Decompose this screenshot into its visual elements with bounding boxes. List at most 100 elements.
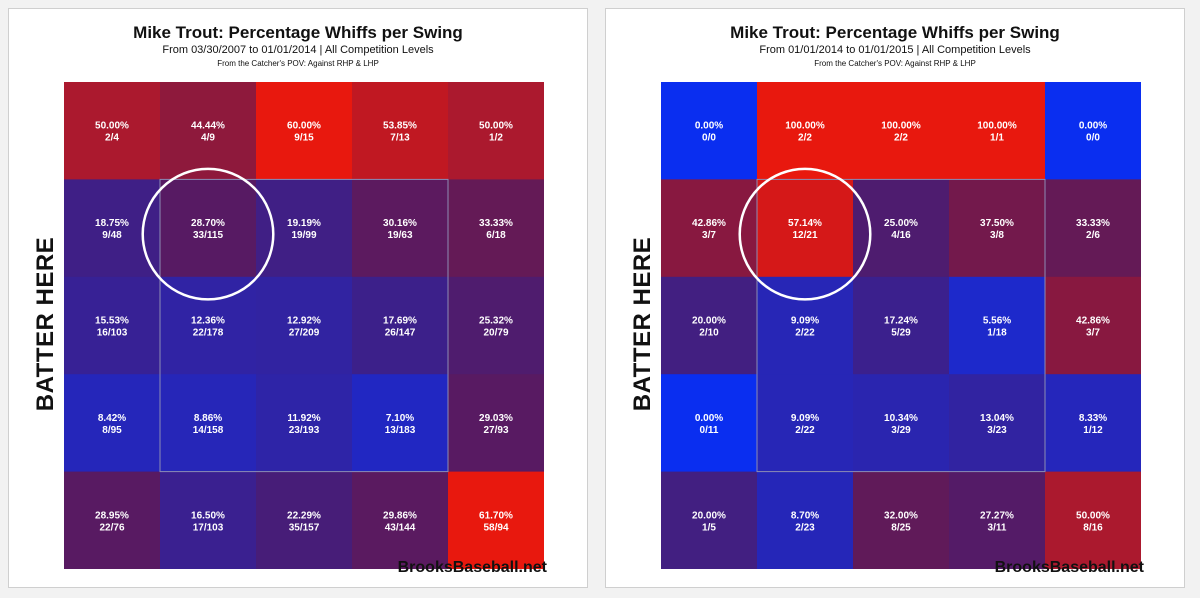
cell-count-label: 3/11 [988, 522, 1007, 533]
cell-percent-label: 33.33% [479, 218, 513, 229]
cell-count-label: 2/2 [894, 133, 908, 144]
heatmap-cell [661, 276, 758, 375]
cell-percent-label: 17.24% [884, 316, 918, 327]
heatmap-cell [1045, 374, 1141, 473]
cell-count-label: 4/9 [201, 133, 215, 144]
cell-count-label: 3/23 [987, 425, 1007, 436]
cell-percent-label: 10.34% [884, 413, 918, 424]
heatmap-cell [661, 374, 758, 473]
cell-count-label: 1/18 [987, 328, 1007, 339]
cell-percent-label: 15.53% [95, 316, 129, 327]
cell-percent-label: 28.70% [191, 218, 225, 229]
cell-count-label: 3/7 [702, 230, 716, 241]
heatmap-cell [1045, 471, 1141, 569]
cell-count-label: 5/29 [891, 328, 911, 339]
heatmap-cell [256, 82, 353, 180]
heatmap-cell [1045, 179, 1141, 278]
heatmap-cell [352, 179, 449, 278]
cell-count-label: 1/12 [1083, 425, 1103, 436]
cell-count-label: 0/0 [1086, 133, 1100, 144]
cell-percent-label: 17.69% [383, 316, 417, 327]
heatmap-cell [949, 276, 1046, 375]
cell-percent-label: 28.95% [95, 510, 129, 521]
cell-count-label: 17/103 [193, 522, 224, 533]
cell-percent-label: 44.44% [191, 121, 225, 132]
cell-count-label: 19/63 [387, 230, 412, 241]
cell-percent-label: 0.00% [695, 413, 723, 424]
cell-percent-label: 5.56% [983, 316, 1011, 327]
cell-count-label: 22/76 [99, 522, 124, 533]
cell-percent-label: 42.86% [692, 218, 726, 229]
heatmap-cell [352, 276, 449, 375]
cell-count-label: 9/15 [294, 133, 314, 144]
cell-percent-label: 20.00% [692, 510, 726, 521]
cell-percent-label: 8.70% [791, 510, 819, 521]
heatmap-cell [352, 374, 449, 473]
cell-percent-label: 50.00% [95, 121, 129, 132]
heatmap-cell [757, 471, 854, 569]
heatmap-cell [661, 471, 758, 569]
cell-count-label: 26/147 [385, 328, 416, 339]
heatmap-cell [853, 374, 950, 473]
heatmap-grid: 50.00%2/444.44%4/960.00%9/1553.85%7/1350… [64, 82, 544, 569]
heatmap-cell [661, 82, 758, 180]
cell-percent-label: 100.00% [785, 121, 825, 132]
cell-count-label: 16/103 [97, 328, 128, 339]
heatmap-cell [256, 374, 353, 473]
heatmap-cell [352, 471, 449, 569]
source-label: BrooksBaseball.net [397, 559, 547, 576]
cell-count-label: 8/95 [102, 425, 122, 436]
cell-percent-label: 61.70% [479, 510, 513, 521]
cell-percent-label: 11.92% [287, 413, 320, 424]
cell-percent-label: 60.00% [287, 121, 321, 132]
heatmap-cell [448, 374, 544, 473]
heatmap-cell [1045, 82, 1141, 180]
cell-percent-label: 50.00% [1076, 510, 1110, 521]
cell-percent-label: 9.09% [791, 316, 819, 327]
cell-percent-label: 18.75% [95, 218, 129, 229]
strike-zone-outline [756, 178, 1046, 473]
cell-percent-label: 16.50% [191, 510, 225, 521]
cell-percent-label: 0.00% [1079, 121, 1107, 132]
cell-count-label: 2/2 [798, 133, 812, 144]
cell-count-label: 0/11 [700, 425, 719, 436]
cell-count-label: 22/178 [193, 328, 224, 339]
heatmap-cell [256, 471, 353, 569]
cell-percent-label: 19.19% [287, 218, 321, 229]
cell-count-label: 1/5 [702, 522, 716, 533]
heatmap-cell [448, 471, 544, 569]
cell-count-label: 6/18 [486, 230, 506, 241]
cell-count-label: 8/16 [1083, 522, 1103, 533]
cell-percent-label: 7.10% [386, 413, 414, 424]
heatmap-cell [160, 374, 257, 473]
heatmap-cell [949, 471, 1046, 569]
heatmap-cell [853, 471, 950, 569]
cell-percent-label: 0.00% [695, 121, 723, 132]
heatmap-cell [853, 276, 950, 375]
heatmap-cell [64, 374, 161, 473]
cell-percent-label: 30.16% [383, 218, 417, 229]
heatmap-cell [448, 82, 544, 180]
heatmap-cell [949, 82, 1046, 180]
cell-count-label: 20/79 [483, 328, 508, 339]
cell-percent-label: 33.33% [1076, 218, 1110, 229]
heatmap-panel-left: Mike Trout: Percentage Whiffs per Swing … [8, 8, 588, 588]
cell-count-label: 3/29 [891, 425, 911, 436]
cell-percent-label: 9.09% [791, 413, 819, 424]
heatmap-grid: 0.00%0/0100.00%2/2100.00%2/2100.00%1/10.… [661, 82, 1141, 569]
cell-percent-label: 12.36% [191, 316, 225, 327]
cell-count-label: 12/21 [792, 230, 817, 241]
cell-percent-label: 22.29% [287, 510, 321, 521]
heatmap-cell [949, 179, 1046, 278]
cell-count-label: 33/115 [193, 230, 223, 241]
strike-zone-outline [159, 178, 449, 473]
heatmap-cell [160, 471, 257, 569]
cell-percent-label: 100.00% [977, 121, 1017, 132]
heatmap-cell [64, 276, 161, 375]
cell-count-label: 9/48 [102, 230, 122, 241]
heatmap-cell [757, 82, 854, 180]
cell-count-label: 3/8 [990, 230, 1004, 241]
heatmap-cell [448, 276, 544, 375]
cell-count-label: 58/94 [483, 522, 508, 533]
cell-percent-label: 29.03% [479, 413, 513, 424]
